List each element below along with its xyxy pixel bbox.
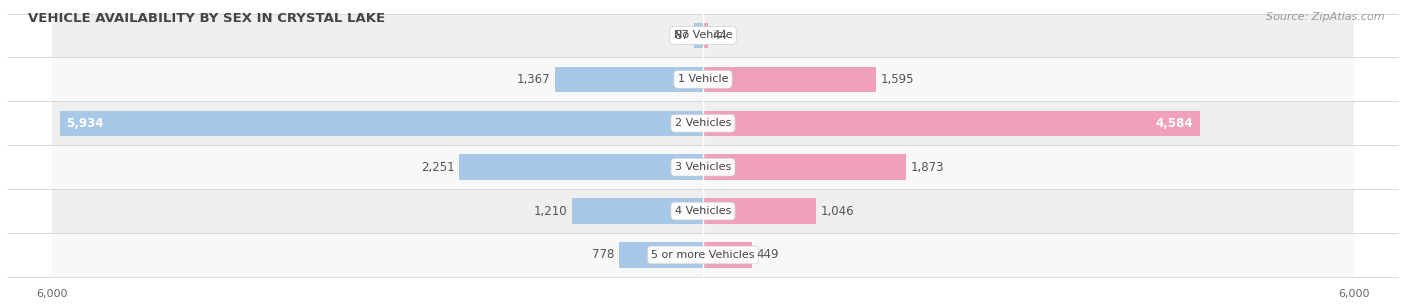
Text: 2 Vehicles: 2 Vehicles <box>675 118 731 128</box>
Bar <box>458 155 703 180</box>
Text: 5 or more Vehicles: 5 or more Vehicles <box>651 250 755 260</box>
Bar <box>52 13 1354 58</box>
Text: No Vehicle: No Vehicle <box>673 31 733 40</box>
Bar <box>703 198 817 224</box>
Text: 1,210: 1,210 <box>534 205 568 218</box>
Bar <box>555 67 703 92</box>
Text: 1,046: 1,046 <box>821 205 855 218</box>
Text: 87: 87 <box>675 29 689 42</box>
Bar <box>59 110 703 136</box>
Text: 4 Vehicles: 4 Vehicles <box>675 206 731 216</box>
Bar <box>52 101 1354 145</box>
Bar <box>703 110 1199 136</box>
Text: 4,584: 4,584 <box>1156 117 1194 130</box>
Text: 2,251: 2,251 <box>420 161 454 174</box>
Bar <box>572 198 703 224</box>
Bar <box>703 67 876 92</box>
Text: 1 Vehicle: 1 Vehicle <box>678 74 728 84</box>
Text: 1,595: 1,595 <box>880 73 914 86</box>
Text: 44: 44 <box>711 29 727 42</box>
Bar <box>52 189 1354 233</box>
Text: VEHICLE AVAILABILITY BY SEX IN CRYSTAL LAKE: VEHICLE AVAILABILITY BY SEX IN CRYSTAL L… <box>28 12 385 25</box>
Text: 1,367: 1,367 <box>517 73 551 86</box>
Bar <box>703 155 905 180</box>
Bar <box>693 23 703 48</box>
Text: 1,873: 1,873 <box>911 161 943 174</box>
Bar <box>703 23 707 48</box>
Bar <box>52 233 1354 277</box>
Bar <box>619 242 703 268</box>
Bar <box>52 58 1354 101</box>
Text: 5,934: 5,934 <box>66 117 104 130</box>
Text: 3 Vehicles: 3 Vehicles <box>675 162 731 172</box>
Text: Source: ZipAtlas.com: Source: ZipAtlas.com <box>1267 12 1385 22</box>
Bar <box>703 242 752 268</box>
Text: 778: 778 <box>592 248 614 261</box>
Bar <box>52 145 1354 189</box>
Text: 449: 449 <box>756 248 779 261</box>
